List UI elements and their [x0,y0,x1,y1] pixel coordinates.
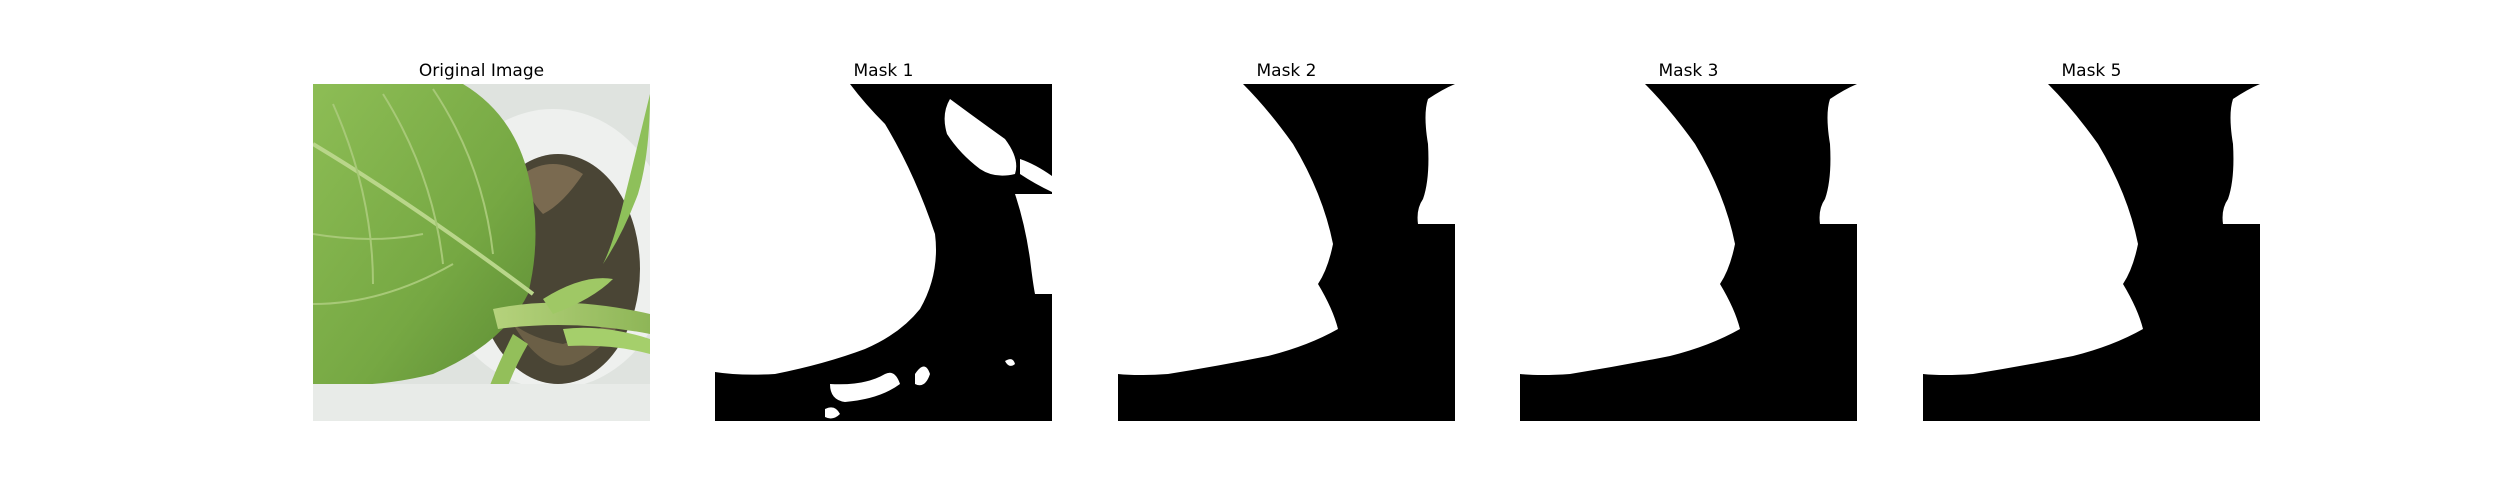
mask-1-image [715,84,1052,421]
mask-2-image [1118,84,1455,421]
mask-3-image [1520,84,1857,421]
mask-3-title: Mask 3 [1658,61,1719,81]
mask-5-title: Mask 5 [2061,61,2122,81]
mask-1-title: Mask 1 [853,61,914,81]
mask-2-title: Mask 2 [1256,61,1317,81]
mask-5-image [1923,84,2260,421]
original-image-title: Original Image [418,61,545,81]
original-image [313,84,650,421]
